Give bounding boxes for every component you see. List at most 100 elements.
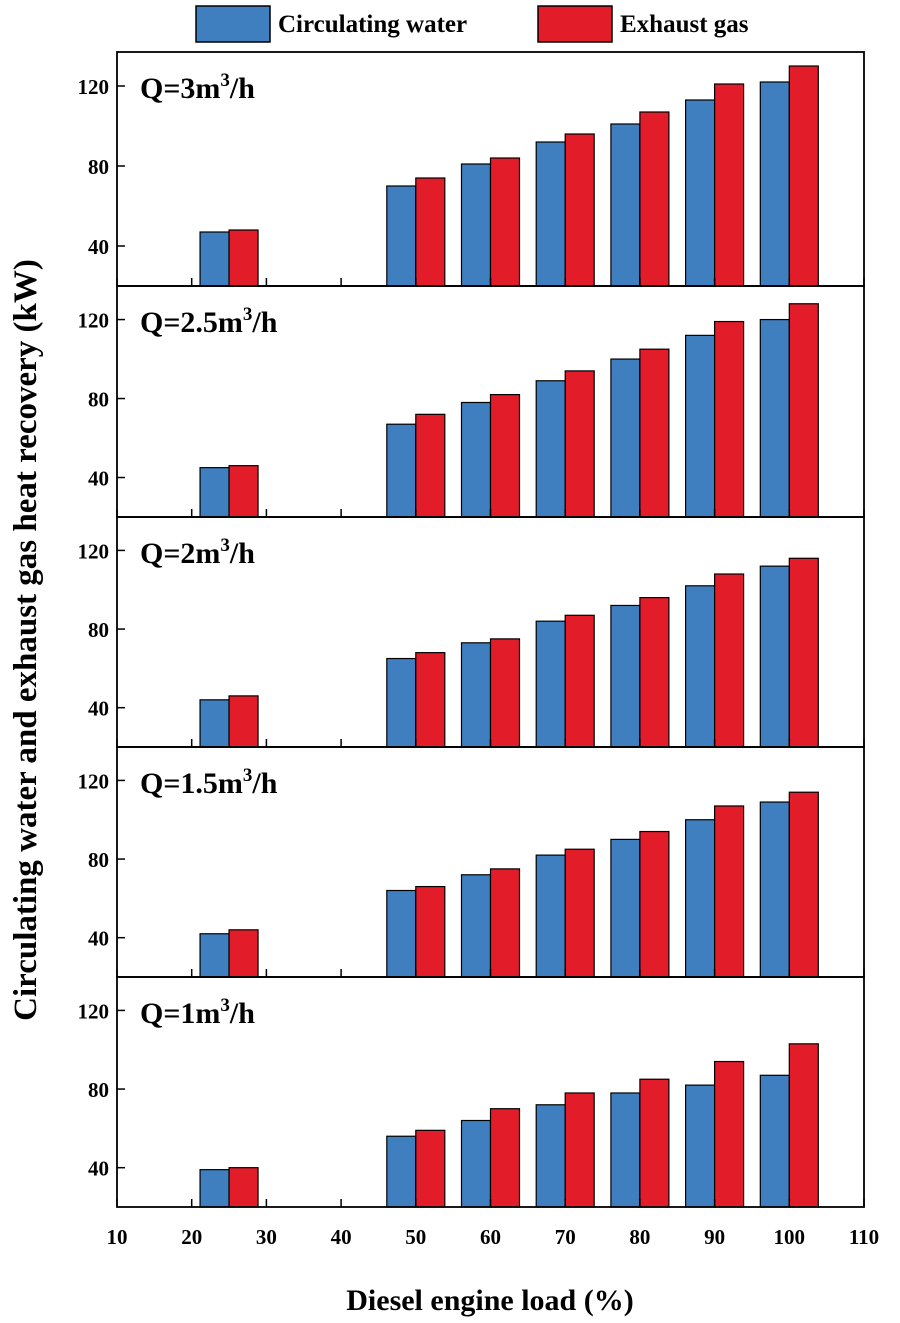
bar-p4-s0-x3 — [535, 1104, 566, 1208]
bar-p0-s0-x6 — [759, 81, 790, 287]
bar-p1-s0-x5 — [684, 334, 716, 518]
panel-label-1: Q=2.5m3/h — [140, 304, 278, 339]
panel-label-4: Q=1m3/h — [140, 995, 255, 1030]
legend-label-0: Circulating water — [278, 11, 467, 38]
ytick-label-p2-1: 80 — [88, 618, 109, 642]
xtick-label-10: 110 — [849, 1225, 879, 1249]
bar-p4-s1-x2 — [489, 1108, 521, 1208]
bar-p2-s1-x2 — [489, 638, 521, 748]
panel-label-3: Q=1.5m3/h — [140, 765, 278, 800]
bar-p3-s1-x0 — [228, 929, 259, 978]
ytick-label-p1-2: 120 — [78, 309, 110, 333]
panel-label-0: Q=3m3/h — [140, 70, 255, 105]
ytick-label-p2-0: 40 — [88, 697, 109, 721]
bar-p3-s0-x2 — [460, 874, 492, 978]
bar-p2-s1-x3 — [564, 614, 595, 748]
bar-p2-s1-x6 — [788, 557, 819, 748]
bar-p2-s0-x0 — [199, 699, 230, 748]
bar-p3-s1-x3 — [564, 848, 595, 978]
bar-p2-s1-x5 — [713, 573, 745, 748]
bar-p3-s0-x4 — [610, 838, 641, 978]
bar-p2-s1-x4 — [639, 596, 670, 748]
panel-3: 40 80 120 Q=1.5m3/h — [78, 746, 865, 978]
bar-p1-s0-x0 — [199, 467, 230, 518]
xtick-label-8: 90 — [704, 1225, 725, 1249]
bar-p3-s0-x1 — [386, 889, 417, 978]
ytick-label-p1-0: 40 — [88, 467, 109, 491]
panel-1: 40 80 120 Q=2.5m3/h — [78, 285, 865, 518]
xtick-label-5: 60 — [480, 1225, 501, 1249]
bar-p4-s0-x6 — [759, 1074, 790, 1208]
bar-p0-s0-x3 — [535, 141, 566, 287]
bar-p0-s0-x5 — [684, 99, 716, 287]
bar-p4-s0-x0 — [199, 1169, 230, 1208]
bar-p4-s1-x1 — [415, 1129, 446, 1208]
bar-p3-s1-x5 — [713, 805, 745, 978]
bar-p0-s0-x1 — [386, 185, 417, 287]
xtick-label-4: 50 — [405, 1225, 426, 1249]
legend-swatch-1 — [537, 5, 613, 43]
ytick-label-p4-1: 80 — [88, 1078, 109, 1102]
bar-p0-s1-x2 — [489, 157, 521, 287]
panel-2: 40 80 120 Q=2m3/h — [78, 516, 865, 748]
bar-p1-s0-x2 — [460, 401, 492, 518]
bar-p4-s1-x0 — [228, 1167, 259, 1208]
bar-p3-s1-x2 — [489, 868, 521, 978]
bar-p2-s0-x6 — [759, 565, 790, 748]
panel-label-2: Q=2m3/h — [140, 535, 255, 570]
bar-p3-s1-x1 — [415, 885, 446, 978]
ytick-label-p0-1: 80 — [88, 155, 109, 179]
ytick-label-p3-1: 80 — [88, 848, 109, 872]
panel-0: 40 80 120 Q=3m3/h — [78, 51, 865, 287]
bar-p3-s0-x5 — [684, 819, 716, 978]
bar-p1-s1-x1 — [415, 413, 446, 518]
bar-p4-s1-x4 — [639, 1078, 670, 1208]
bar-p0-s1-x3 — [564, 133, 595, 287]
bar-p0-s1-x0 — [228, 229, 259, 287]
bar-p1-s0-x6 — [759, 318, 790, 518]
y-axis-label: Circulating water and exhaust gas heat r… — [8, 259, 44, 1021]
ytick-label-p3-0: 40 — [88, 927, 109, 951]
bar-p2-s0-x1 — [386, 657, 417, 748]
xtick-label-7: 80 — [629, 1225, 650, 1249]
bar-p2-s0-x5 — [684, 585, 716, 748]
xtick-label-3: 40 — [331, 1225, 352, 1249]
xtick-label-2: 30 — [256, 1225, 277, 1249]
bar-p2-s1-x0 — [228, 695, 259, 748]
x-axis-label: Diesel engine load (%) — [346, 1284, 633, 1317]
bar-p0-s1-x1 — [415, 177, 446, 287]
ytick-label-p0-2: 120 — [78, 75, 110, 99]
bar-p1-s0-x3 — [535, 380, 566, 518]
bar-p2-s1-x1 — [415, 652, 446, 748]
bar-p3-s0-x6 — [759, 801, 790, 978]
bar-p4-s0-x5 — [684, 1084, 716, 1208]
bar-p0-s0-x0 — [199, 231, 230, 287]
legend-label-1: Exhaust gas — [620, 11, 749, 38]
bar-p0-s1-x6 — [788, 65, 819, 287]
bar-p3-s1-x6 — [788, 791, 819, 978]
bar-p0-s0-x4 — [610, 123, 641, 287]
bar-p1-s1-x6 — [788, 303, 819, 518]
bar-p3-s0-x3 — [535, 854, 566, 978]
bar-p4-s1-x5 — [713, 1060, 745, 1208]
panel-4: 40 80 120 Q=1m3/h — [78, 976, 865, 1208]
bar-p0-s0-x2 — [460, 163, 492, 287]
bar-p2-s0-x4 — [610, 604, 641, 748]
bar-p3-s0-x0 — [199, 933, 230, 978]
xtick-label-1: 20 — [181, 1225, 202, 1249]
bar-p0-s1-x5 — [713, 83, 745, 287]
bar-p1-s1-x2 — [489, 393, 521, 518]
bar-p2-s0-x2 — [460, 642, 492, 748]
ytick-label-p4-2: 120 — [78, 999, 110, 1023]
ytick-label-p1-1: 80 — [88, 388, 109, 412]
bar-p1-s1-x3 — [564, 370, 595, 518]
bar-p4-s0-x1 — [386, 1135, 417, 1208]
ytick-label-p3-2: 120 — [78, 769, 110, 793]
bar-p4-s0-x2 — [460, 1119, 492, 1208]
ytick-label-p4-0: 40 — [88, 1157, 109, 1181]
bar-p1-s1-x4 — [639, 348, 670, 518]
bar-p3-s1-x4 — [639, 830, 670, 978]
bar-p4-s1-x6 — [788, 1043, 819, 1208]
bar-p1-s1-x5 — [713, 320, 745, 518]
